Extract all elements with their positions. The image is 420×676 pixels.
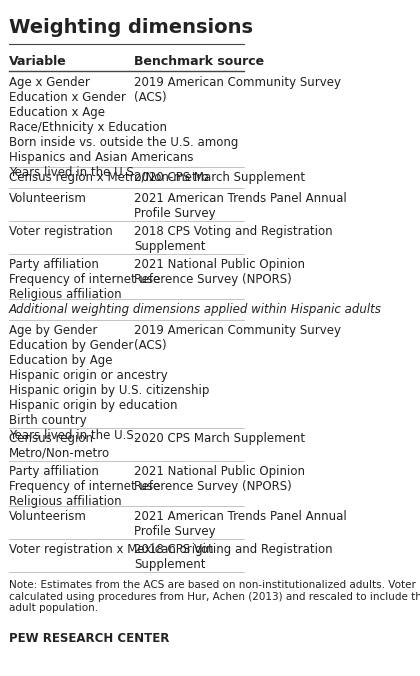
Text: Voter registration x Mexican origin: Voter registration x Mexican origin bbox=[9, 543, 213, 556]
Text: Age by Gender
Education by Gender
Education by Age
Hispanic origin or ancestry
H: Age by Gender Education by Gender Educat… bbox=[9, 324, 209, 442]
Text: Party affiliation
Frequency of internet use
Religious affiliation: Party affiliation Frequency of internet … bbox=[9, 464, 160, 508]
Text: 2019 American Community Survey
(ACS): 2019 American Community Survey (ACS) bbox=[134, 76, 341, 104]
Text: 2021 National Public Opinion
Reference Survey (NPORS): 2021 National Public Opinion Reference S… bbox=[134, 258, 305, 286]
Text: 2021 National Public Opinion
Reference Survey (NPORS): 2021 National Public Opinion Reference S… bbox=[134, 464, 305, 493]
Text: 2018 CPS Voting and Registration
Supplement: 2018 CPS Voting and Registration Supplem… bbox=[134, 225, 333, 253]
Text: Benchmark source: Benchmark source bbox=[134, 55, 264, 68]
Text: 2019 American Community Survey
(ACS): 2019 American Community Survey (ACS) bbox=[134, 324, 341, 352]
Text: Volunteerism: Volunteerism bbox=[9, 192, 87, 205]
Text: Additional weighting dimensions applied within Hispanic adults: Additional weighting dimensions applied … bbox=[9, 304, 382, 316]
Text: Weighting dimensions: Weighting dimensions bbox=[9, 18, 253, 37]
Text: Census region
Metro/Non-metro: Census region Metro/Non-metro bbox=[9, 431, 110, 460]
Text: Age x Gender
Education x Gender
Education x Age
Race/Ethnicity x Education
Born : Age x Gender Education x Gender Educatio… bbox=[9, 76, 238, 179]
Text: Voter registration: Voter registration bbox=[9, 225, 113, 238]
Text: Party affiliation
Frequency of internet use
Religious affiliation: Party affiliation Frequency of internet … bbox=[9, 258, 160, 301]
Text: Note: Estimates from the ACS are based on non-institutionalized adults. Voter re: Note: Estimates from the ACS are based o… bbox=[9, 580, 420, 613]
Text: 2018 CPS Voting and Registration
Supplement: 2018 CPS Voting and Registration Supplem… bbox=[134, 543, 333, 571]
Text: 2021 American Trends Panel Annual
Profile Survey: 2021 American Trends Panel Annual Profil… bbox=[134, 510, 347, 538]
Text: PEW RESEARCH CENTER: PEW RESEARCH CENTER bbox=[9, 632, 169, 645]
Text: Census region x Metro/Non-metro: Census region x Metro/Non-metro bbox=[9, 172, 208, 185]
Text: Volunteerism: Volunteerism bbox=[9, 510, 87, 523]
Text: 2021 American Trends Panel Annual
Profile Survey: 2021 American Trends Panel Annual Profil… bbox=[134, 192, 347, 220]
Text: 2020 CPS March Supplement: 2020 CPS March Supplement bbox=[134, 431, 305, 445]
Text: Variable: Variable bbox=[9, 55, 67, 68]
Text: 2020 CPS March Supplement: 2020 CPS March Supplement bbox=[134, 172, 305, 185]
